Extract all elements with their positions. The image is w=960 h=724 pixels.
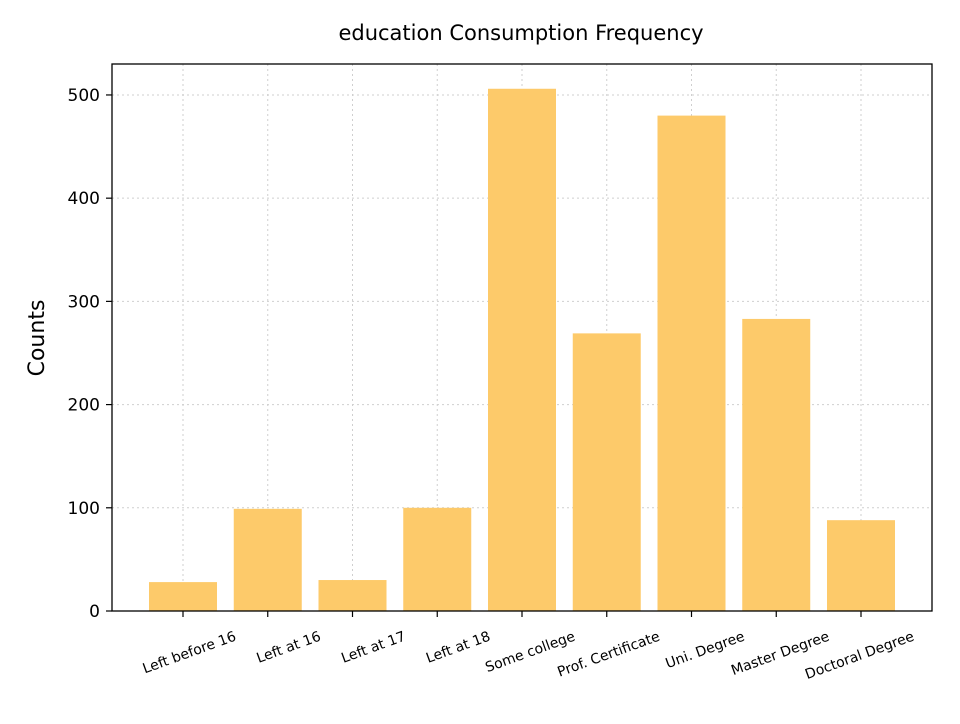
y-axis: 0 100 200 300 400 500	[68, 86, 112, 622]
y-tick-label: 500	[68, 86, 100, 106]
x-axis: Left before 16 Left at 16 Left at 17 Left a…	[141, 611, 916, 683]
y-tick-label: 300	[68, 292, 100, 312]
y-tick-label: 200	[68, 396, 100, 416]
bar-master-degree	[742, 318, 811, 611]
y-tick-label: 100	[68, 499, 100, 519]
x-tick-label: Left at 17	[339, 629, 408, 667]
x-tick-label: Left at 16	[255, 629, 324, 667]
chart-title: education Consumption Frequency	[338, 21, 703, 45]
bar-left-at-18	[403, 507, 472, 611]
bar-left-before-16	[149, 582, 217, 611]
bar-left-at-16	[233, 508, 302, 611]
bar-left-at-17	[318, 580, 387, 611]
bar-uni-degree	[657, 115, 726, 612]
bar-doctoral-degree	[827, 520, 895, 611]
y-tick-label: 400	[68, 189, 100, 209]
bar-prof-certificate	[572, 333, 641, 611]
bar-some-college	[488, 88, 556, 611]
y-tick-label: 0	[89, 602, 100, 622]
x-tick-label: Left before 16	[141, 629, 239, 678]
bars	[149, 88, 895, 612]
y-axis-label: Counts	[25, 300, 50, 377]
